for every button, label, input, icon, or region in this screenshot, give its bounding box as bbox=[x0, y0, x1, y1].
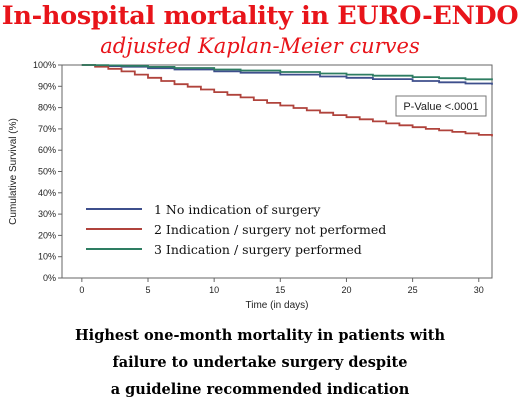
y-axis-label: Cumulative Survival (%) bbox=[8, 118, 19, 225]
y-tick-label: 40% bbox=[38, 188, 56, 198]
y-tick-label: 90% bbox=[38, 81, 56, 91]
y-tick-label: 100% bbox=[33, 60, 56, 70]
x-tick-label: 10 bbox=[209, 285, 219, 295]
chart-title: In-hospital mortality in EURO-ENDO bbox=[1, 1, 519, 31]
y-tick-label: 0% bbox=[43, 273, 56, 283]
series-line-2 bbox=[81, 64, 493, 137]
legend-entry: 1 No indication of surgery bbox=[154, 202, 321, 217]
y-tick-label: 20% bbox=[38, 230, 56, 240]
x-tick-label: 0 bbox=[79, 285, 84, 295]
y-tick-label: 80% bbox=[38, 103, 56, 113]
legend-entry: 2 Indication / surgery not performed bbox=[154, 222, 386, 237]
p-value-label: P-Value <.0001 bbox=[403, 101, 478, 113]
caption-line-2: failure to undertake surgery despite bbox=[112, 354, 408, 371]
chart-subtitle: adjusted Kaplan-Meier curves bbox=[100, 34, 420, 58]
x-tick-label: 20 bbox=[341, 285, 351, 295]
x-tick-label: 30 bbox=[474, 285, 484, 295]
caption-line-3: a guideline recommended indication bbox=[110, 381, 410, 398]
y-tick-label: 30% bbox=[38, 209, 56, 219]
caption-line-1: Highest one-month mortality in patients … bbox=[74, 327, 445, 344]
series-line-3 bbox=[81, 64, 493, 81]
x-tick-label: 25 bbox=[408, 285, 418, 295]
legend-entry: 3 Indication / surgery performed bbox=[154, 242, 362, 257]
x-tick-label: 5 bbox=[145, 285, 150, 295]
y-tick-label: 50% bbox=[38, 167, 56, 177]
p-value-box bbox=[395, 95, 487, 117]
y-tick-label: 60% bbox=[38, 145, 56, 155]
x-axis-label: Time (in days) bbox=[246, 300, 309, 311]
y-tick-label: 10% bbox=[38, 252, 56, 262]
y-tick-label: 70% bbox=[38, 124, 56, 134]
x-tick-label: 15 bbox=[275, 285, 285, 295]
